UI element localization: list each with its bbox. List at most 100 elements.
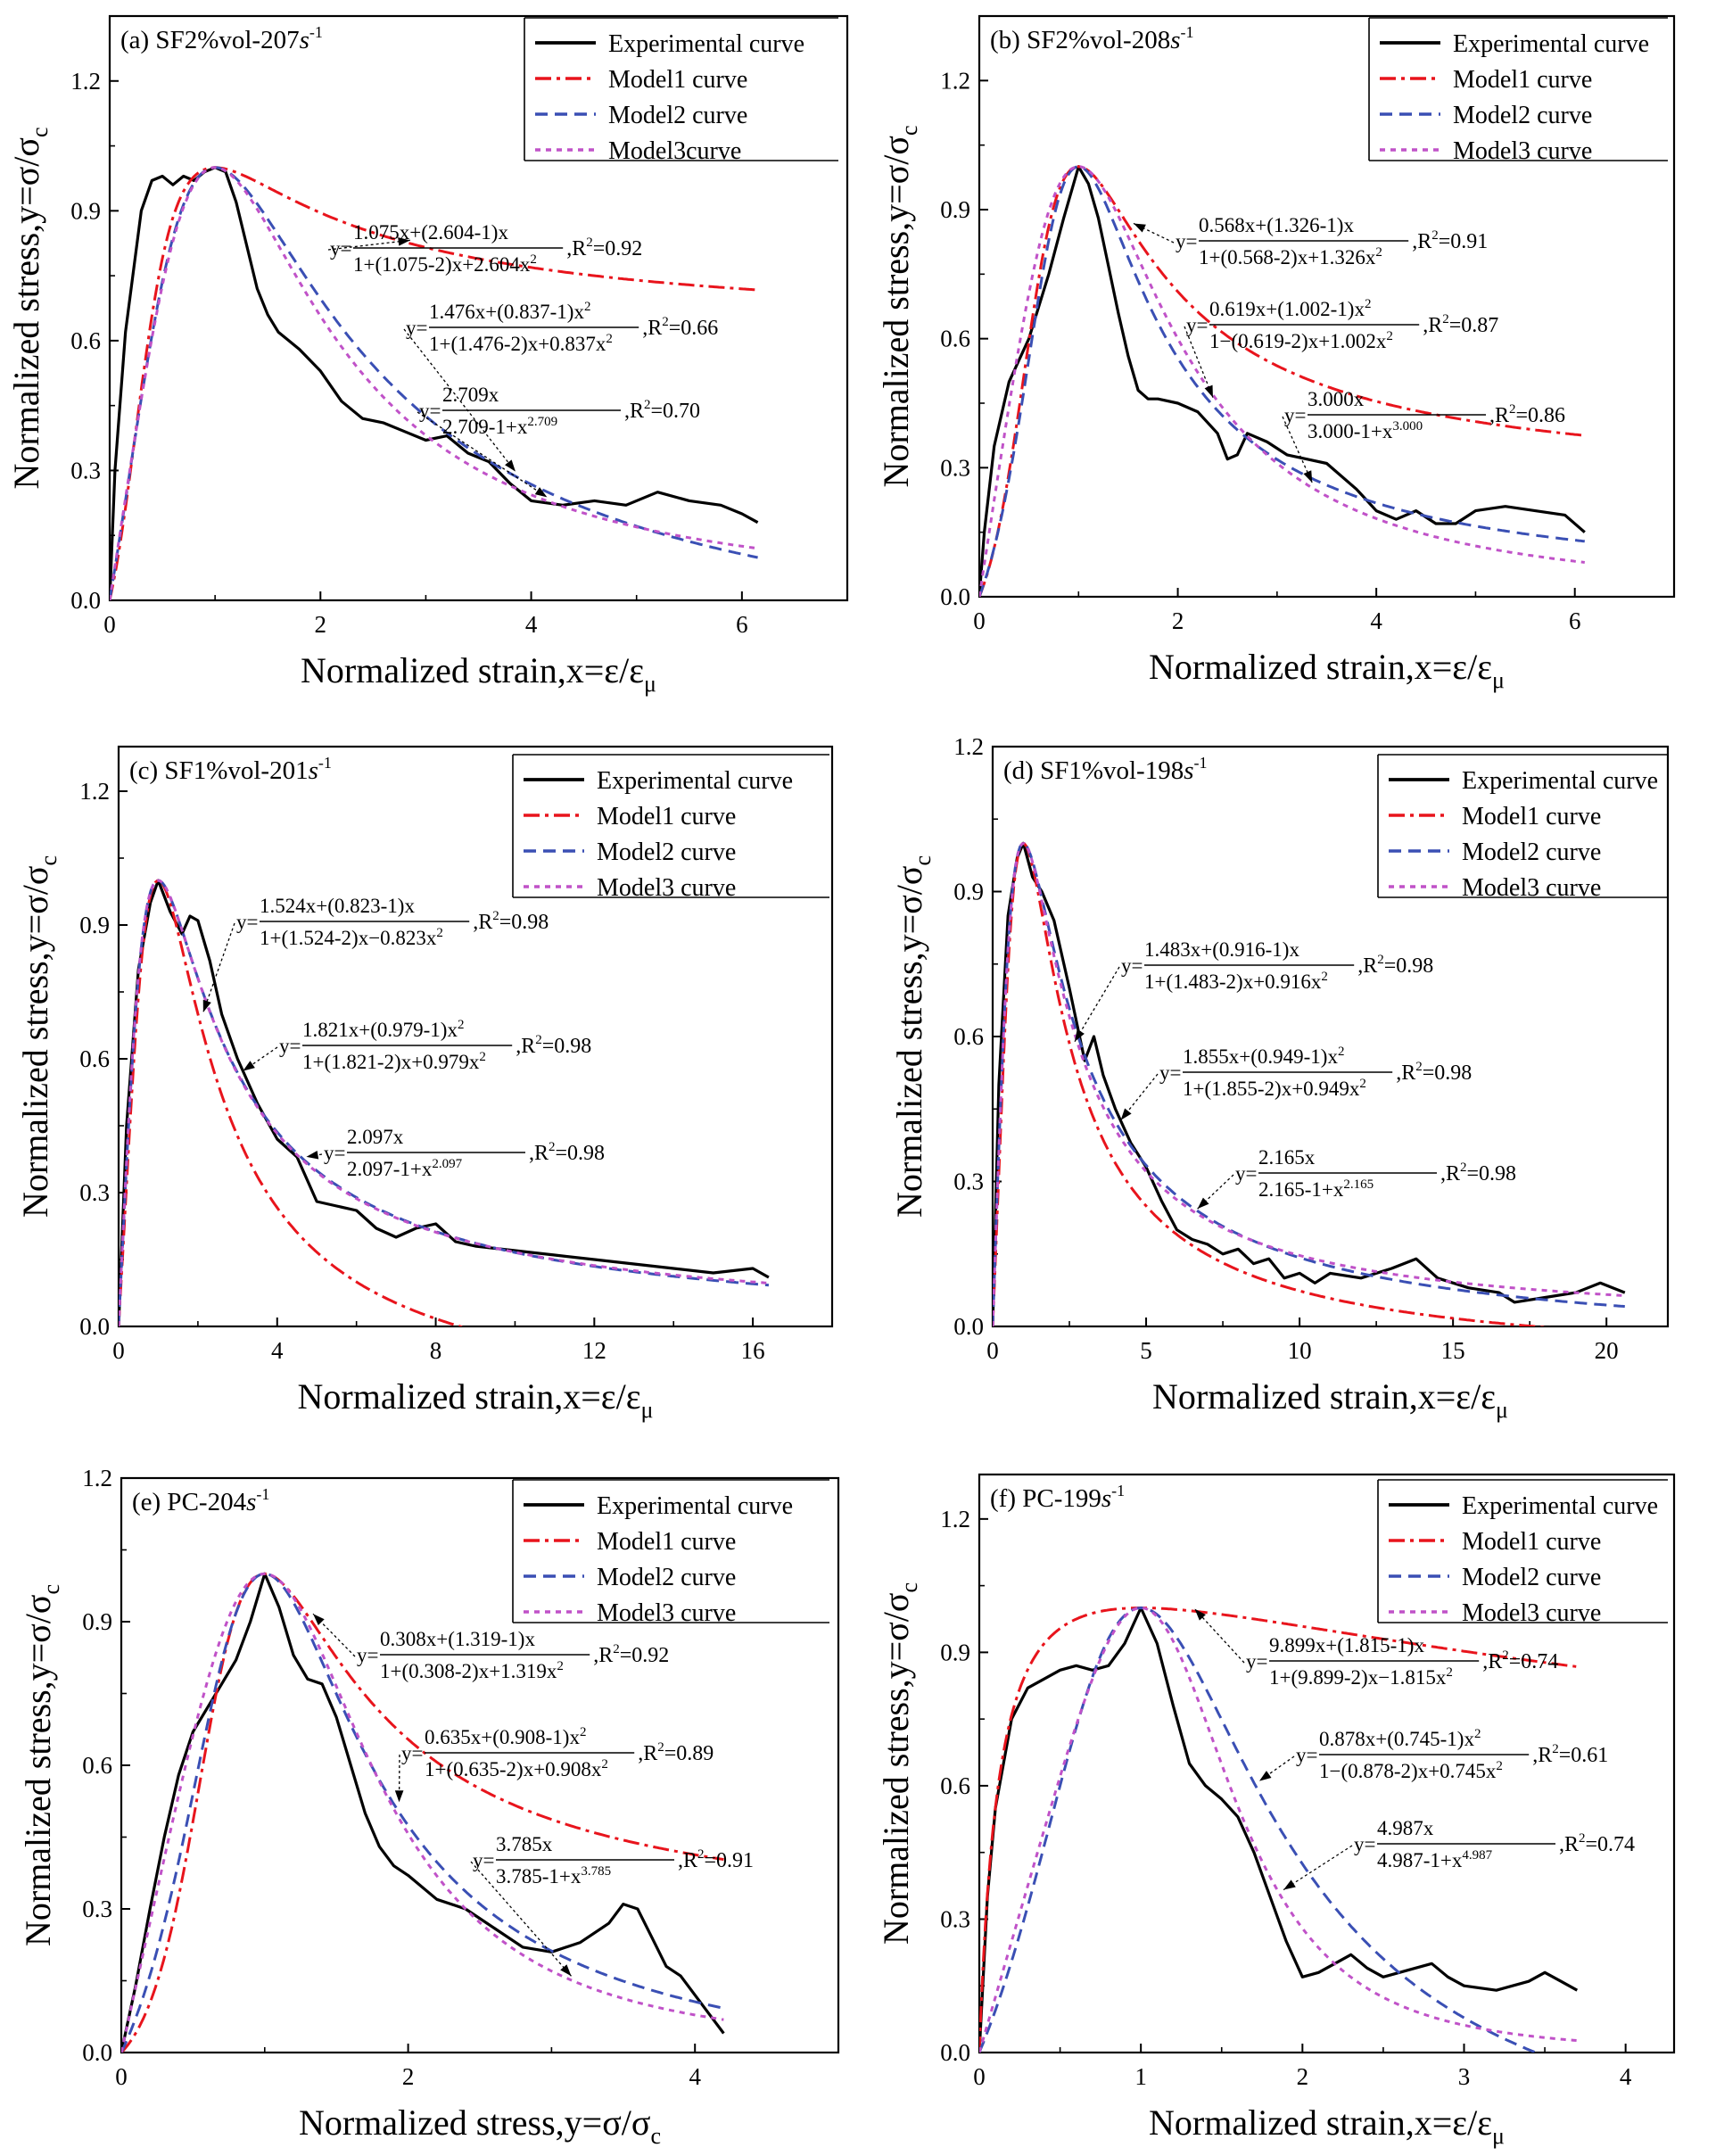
x-tick-label: 2	[1172, 607, 1184, 634]
equation-annotation: y=1.476x+(0.837-1)x21+(1.476-2)x+0.837x2…	[403, 300, 719, 473]
model1-curve	[993, 842, 1552, 1326]
panel-c: 0 4 8 12 16 0.0 0.3 0.6 0.9 1.2 Normalized strain,…	[15, 745, 834, 1423]
legend-label: Model1 curve	[1462, 803, 1601, 830]
equation-denominator-exponent: 2	[557, 1659, 564, 1673]
equation-denominator-exponent: 3.000	[1392, 419, 1423, 434]
y-axis-label-text: Normalized stress,y=σ/σ	[18, 1595, 58, 1947]
equation-lhs: y=	[406, 317, 427, 339]
panel-title: (f) PC-199s-1	[990, 1482, 1125, 1513]
x-tick-label: 4	[271, 1337, 284, 1364]
equation-denominator: 3.785-1+x3.785	[496, 1864, 611, 1888]
experimental-curve	[993, 841, 1626, 1326]
equation-numerator: 1.821x+(0.979-1)x2	[302, 1018, 464, 1041]
panel-title-unit: s	[1184, 756, 1193, 785]
equation-lhs: y=	[419, 400, 441, 422]
equation-numerator-exponent: 2	[584, 300, 591, 314]
annotation-arrowhead	[534, 487, 548, 498]
y-tick-label: 0.3	[79, 1179, 110, 1206]
panel-title-text: (f) PC-199	[990, 1484, 1101, 1513]
legend-label: Experimental curve	[597, 767, 793, 795]
series-group	[993, 841, 1626, 1326]
y-tick-label: 1.2	[940, 67, 970, 94]
equation-lhs: y=	[1284, 404, 1306, 426]
x-tick-label: 4	[689, 2063, 701, 2090]
panel-title-unit: s	[1101, 1484, 1111, 1513]
r-squared-exponent: 2	[697, 1847, 705, 1862]
equation-numerator: 2.165x	[1258, 1146, 1316, 1169]
equation-numerator-text: 0.619x+(1.002-1)x	[1209, 298, 1365, 320]
equation-numerator-text: 0.635x+(0.908-1)x	[425, 1726, 580, 1748]
annotation-leader	[1258, 1755, 1295, 1782]
y-tick-label: 0.9	[79, 912, 110, 938]
r-squared-exponent: 2	[1431, 228, 1439, 243]
r-squared: ,R2=0.74	[1482, 1648, 1558, 1673]
equation-numerator: 2.709x	[442, 384, 499, 406]
x-tick-label: 0	[973, 2063, 986, 2090]
equation-numerator-text: 1.483x+(0.916-1)x	[1144, 938, 1299, 961]
r-squared-value: =0.66	[669, 317, 719, 340]
equation-denominator-text: 1+(1.075-2)x+2.604x	[353, 253, 531, 276]
x-axis-label-subscript: c	[650, 2123, 661, 2149]
legend: Experimental curve Model1 curve Model2 cur…	[1377, 754, 1668, 902]
x-tick-label: 15	[1441, 1337, 1465, 1364]
y-tick-label: 0.3	[940, 1905, 970, 1932]
r-squared: ,R2=0.86	[1489, 402, 1565, 427]
equation-numerator: 4.987x	[1377, 1817, 1434, 1839]
equation-denominator-text: 1+(1.476-2)x+0.837x	[429, 333, 606, 355]
equation-denominator: 1+(1.075-2)x+2.604x2	[353, 252, 537, 276]
equation-annotation: y=1.075x+(2.604-1)x1+(1.075-2)x+2.604x2,…	[327, 221, 643, 276]
legend-label: Model2 curve	[608, 102, 747, 129]
r-squared-label: R	[1488, 1650, 1502, 1673]
legend-label: Model2 curve	[1462, 838, 1601, 866]
x-tick-label: 1	[1134, 2063, 1147, 2090]
y-tick-label: 0.6	[79, 1045, 110, 1072]
annotation-arrowhead	[313, 1614, 325, 1625]
series-group	[979, 1606, 1579, 2053]
x-tick-label: 2	[1297, 2063, 1309, 2090]
equation-denominator-text: 1−(0.878-2)x+0.745x	[1319, 1760, 1497, 1782]
model2-curve	[110, 166, 758, 600]
panel-title: (a) SF2%vol-207s-1	[120, 23, 323, 54]
equation-numerator-text: 3.785x	[496, 1833, 553, 1855]
equation-numerator-exponent: 2	[1365, 297, 1372, 311]
r-squared-value: =0.92	[593, 237, 643, 260]
equation-numerator-text: 4.987x	[1377, 1817, 1434, 1839]
x-axis-label-text: Normalized strain,x=ε/ε	[1152, 1376, 1496, 1417]
r-squared-label: R	[643, 1742, 657, 1765]
panel-title: (b) SF2%vol-208s-1	[990, 23, 1194, 54]
r-squared-value: =0.74	[1509, 1650, 1559, 1673]
equation-numerator-text: 1.476x+(0.837-1)x	[429, 301, 584, 323]
x-axis-label-subscript: μ	[1492, 2123, 1505, 2149]
annotation-leader	[403, 328, 516, 473]
r-squared: ,R2=0.98	[473, 909, 549, 934]
y-axis-label-text: Normalized stress,y=σ/σ	[876, 136, 916, 488]
equation-lhs: y=	[236, 911, 258, 933]
legend-label: Experimental curve	[1462, 1492, 1658, 1520]
equation-denominator: 1+(1.855-2)x+0.949x2	[1183, 1077, 1366, 1100]
r-squared: ,R2=0.98	[529, 1140, 605, 1165]
r-squared-value: =0.98	[1384, 954, 1434, 978]
model3-curve	[979, 1607, 1578, 2053]
equation-annotation: y=4.987x 4.987-1+x4.987 ,R2=0.74	[1283, 1817, 1635, 1891]
r-squared-exponent: 2	[662, 315, 669, 329]
panel-title-exponent: -1	[256, 1485, 269, 1503]
x-tick-label: 4	[1370, 607, 1382, 634]
equation-denominator-exponent: 2.097	[432, 1157, 462, 1171]
equation-lhs: y=	[357, 1644, 378, 1666]
y-tick-label: 0.9	[953, 879, 984, 905]
x-tick-label: 12	[582, 1337, 606, 1364]
annotation-leader	[417, 411, 548, 498]
y-axis-label-text: Normalized stress,y=σ/σ	[6, 137, 46, 490]
legend-label: Model1 curve	[608, 66, 747, 94]
model3-curve	[121, 1572, 724, 2053]
equation-denominator-exponent: 2	[601, 1757, 608, 1772]
x-tick-label: 0	[973, 607, 986, 634]
y-axis-label: Normalized stress,y=σ/σc	[15, 855, 62, 1218]
r-squared-value: =0.98	[499, 911, 549, 934]
r-squared-value: =0.87	[1449, 314, 1499, 337]
r-squared-exponent: 2	[613, 1642, 620, 1656]
r-squared-label: R	[1564, 1833, 1579, 1856]
y-tick-label: 0.9	[940, 196, 970, 223]
y-tick-label: 0.6	[940, 1772, 970, 1799]
equation-denominator-exponent: 2	[530, 252, 537, 267]
